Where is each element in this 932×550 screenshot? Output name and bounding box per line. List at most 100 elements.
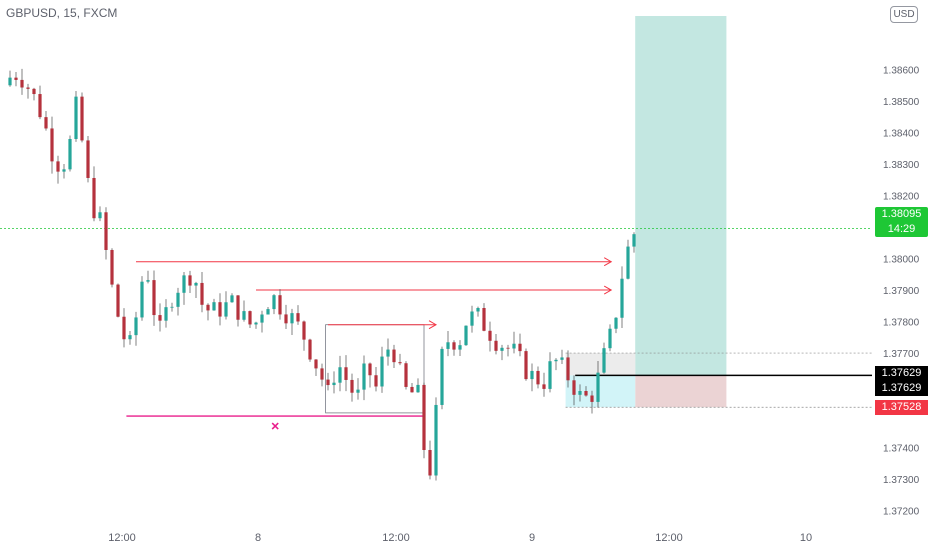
candle-body (614, 317, 618, 329)
candle-body (50, 128, 54, 162)
price-tick-label: 1.38300 (883, 160, 920, 171)
arrow-head-icon (428, 320, 438, 330)
candle-body (164, 307, 168, 321)
candle-body (26, 87, 30, 89)
candle-body (506, 347, 510, 349)
candle-body (332, 382, 336, 386)
candle-body (308, 339, 312, 360)
price-tick-label: 1.38000 (883, 255, 920, 266)
candle-body (554, 359, 558, 362)
ticker-label[interactable]: GBPUSD, 15, FXCM (6, 6, 118, 20)
candle-body (326, 379, 330, 386)
candle-body (494, 340, 498, 351)
candle-body (218, 302, 222, 317)
candle-body (350, 379, 354, 393)
candle-body (176, 292, 180, 307)
price-axis: 1.38600 1.38500 1.38400 1.38300 1.38200 1.380… (883, 66, 920, 518)
candle-body (530, 370, 534, 380)
candle-body (584, 391, 588, 396)
candle-body (524, 351, 528, 380)
entry-price-tag-top: 1.37629 (875, 366, 928, 381)
candle-body (266, 309, 270, 315)
candle-body (572, 380, 576, 395)
candle-body (80, 96, 84, 141)
candle-body (338, 367, 342, 383)
candle-body (578, 391, 582, 395)
price-tick-label: 1.38500 (883, 97, 920, 108)
candle-body (458, 345, 462, 350)
position-zones (565, 16, 872, 408)
candle-body (344, 367, 348, 380)
candle-body (536, 370, 540, 385)
candle-body (254, 322, 258, 325)
candle-body (386, 349, 390, 357)
candle-body (200, 282, 204, 305)
candle-body (188, 275, 192, 286)
candle-body (626, 246, 630, 279)
candle-body (284, 314, 288, 324)
candle-body (146, 280, 150, 282)
candle-body (374, 375, 378, 387)
candle-body (68, 138, 72, 170)
candle-body (116, 284, 120, 317)
time-tick-label: 12:00 (382, 532, 410, 544)
candle-body (248, 311, 252, 325)
drawings-layer (0, 228, 872, 430)
candle-body (410, 386, 414, 393)
candle-body (368, 363, 372, 376)
candle-body (488, 330, 492, 341)
candle-body (182, 275, 186, 293)
candle-body (548, 361, 552, 389)
candle-body (596, 372, 600, 402)
price-tick-label: 1.37900 (883, 286, 920, 297)
countdown-value: 14:29 (887, 223, 916, 235)
candle-body (122, 316, 126, 340)
candle-body (608, 328, 612, 349)
price-tick-label: 1.37700 (883, 349, 920, 360)
candle-body (272, 295, 276, 310)
candle-body (398, 362, 402, 364)
price-tick-label: 1.37200 (883, 507, 920, 518)
candle-body (128, 335, 132, 340)
candle-body (20, 79, 24, 88)
candle-body (212, 302, 216, 311)
candle-body (362, 363, 366, 390)
candle-body (590, 395, 594, 402)
candle-body (560, 357, 564, 360)
price-tick-label: 1.37800 (883, 318, 920, 329)
candle-body (92, 177, 96, 219)
candle-body (8, 77, 12, 86)
current-price-value: 1.38095 (881, 208, 922, 220)
candle-body (74, 96, 78, 139)
x-marker-icon (271, 422, 279, 430)
candle-body (86, 140, 90, 178)
candle-body (518, 343, 522, 352)
candle-body (620, 278, 624, 318)
candle-body (320, 368, 324, 380)
candle-body (110, 249, 114, 285)
candle-body (482, 308, 486, 331)
candle-body (302, 321, 306, 340)
entry-price-tag-bottom: 1.37629 (875, 381, 928, 396)
arrow-head-icon (603, 285, 613, 295)
candle-body (380, 356, 384, 387)
candle-body (242, 311, 246, 320)
currency-badge[interactable]: USD (890, 6, 918, 23)
candles-layer (8, 68, 636, 481)
candle-body (422, 384, 426, 450)
time-tick-label: 10 (800, 532, 812, 544)
candle-body (434, 404, 438, 476)
arrow-head-icon (603, 257, 613, 267)
candle-body (566, 357, 570, 381)
candle-body (512, 343, 516, 349)
candle-body (476, 308, 480, 312)
candle-body (170, 306, 174, 308)
candle-body (470, 311, 474, 326)
candle-body (14, 77, 18, 80)
entry-box-cyan (565, 375, 636, 408)
candle-body (56, 161, 60, 172)
candle-body (452, 342, 456, 350)
candle-body (140, 281, 144, 318)
candle-body (32, 88, 36, 95)
